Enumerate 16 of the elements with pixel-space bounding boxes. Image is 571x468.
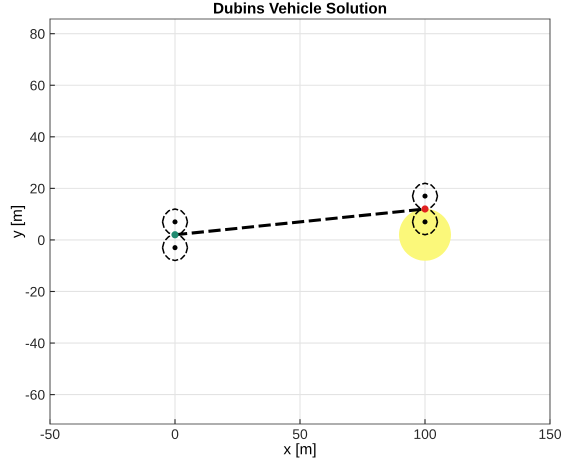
x-tick-label: 150	[539, 429, 562, 440]
x-tick-label: 0	[172, 429, 178, 440]
y-axis-title: y [m]	[10, 206, 26, 238]
y-tick-label: 80	[30, 29, 45, 39]
x-axis-title: x [m]	[284, 443, 316, 458]
x-tick-label: -50	[40, 429, 60, 440]
y-tick-label: 60	[30, 80, 45, 90]
x-tick-label: 100	[414, 429, 436, 440]
x-tick-label: 50	[292, 429, 308, 440]
y-tick-label: 0	[38, 235, 45, 246]
y-tick-label: 40	[30, 132, 45, 142]
y-tick-label: -60	[26, 390, 45, 400]
y-tick-label: 20	[30, 184, 45, 194]
y-tick-label: -40	[26, 338, 45, 348]
chart-title: Dubins Vehicle Solution	[214, 2, 386, 14]
y-tick-label: -20	[26, 286, 45, 297]
